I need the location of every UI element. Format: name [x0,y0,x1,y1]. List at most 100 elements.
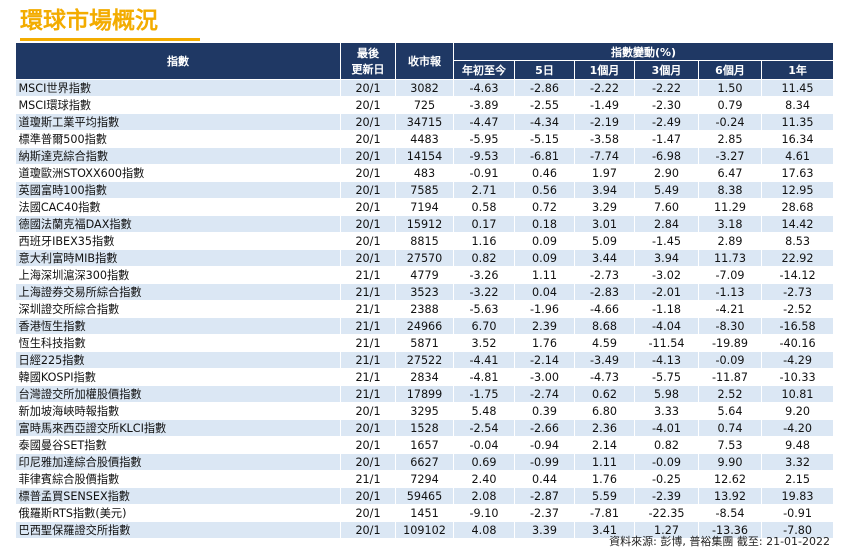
change-1y-cell: -16.58 [761,317,835,335]
change-6m-cell: -3.27 [698,147,762,165]
index-name-cell: MSCI環球指數 [15,96,341,114]
change-1y-cell: -10.33 [761,368,835,386]
close-value-cell: 7294 [395,470,454,488]
change-3m-cell: -0.09 [634,453,699,471]
change-1m-cell: 5.59 [574,487,635,505]
change-ytd-cell: 3.52 [453,334,515,352]
table-row: 意大利富時MIB指數 20/1 27570 0.82 0.09 3.44 3.94 11.73… [15,249,835,267]
update-date-cell: 20/1 [340,249,396,267]
change-3m-cell: -2.01 [634,283,699,301]
change-6m-cell: -11.87 [698,368,762,386]
change-1y-cell: 16.34 [761,130,835,148]
table-row: 西班牙IBEX35指數 20/1 8815 1.16 0.09 5.09 -1.45 2.89… [15,232,835,250]
change-5d-cell: 0.18 [514,215,575,233]
update-date-cell: 20/1 [340,198,396,216]
change-6m-cell: -0.24 [698,113,762,131]
table-row: 上海深圳滬深300指數 21/1 4779 -3.26 1.11 -2.73 -3.02 -7… [15,266,835,284]
index-name-cell: 巴西聖保羅證交所指數 [15,521,341,539]
close-value-cell: 17899 [395,385,454,403]
change-3m-cell: -2.30 [634,96,699,114]
change-5d-cell: -2.55 [514,96,575,114]
change-1y-cell: 22.92 [761,249,835,267]
change-1m-cell: -7.81 [574,504,635,522]
update-date-cell: 20/1 [340,232,396,250]
change-1y-cell: -7.80 [761,521,835,539]
close-value-cell: 2388 [395,300,454,318]
close-value-cell: 34715 [395,113,454,131]
change-1y-cell: 9.48 [761,436,835,454]
change-6m-cell: -8.54 [698,504,762,522]
change-3m-cell: 0.82 [634,436,699,454]
change-1m-cell: -7.74 [574,147,635,165]
index-name-cell: 日經225指數 [15,351,341,369]
change-3m-cell: 3.94 [634,249,699,267]
change-6m-cell: 9.90 [698,453,762,471]
update-date-cell: 21/1 [340,334,396,352]
update-date-cell: 20/1 [340,402,396,420]
update-date-cell: 20/1 [340,436,396,454]
market-table: 指數 最後 更新日 收市報 指數變動(%) 年初至今 5日 1個月 3個月 6個… [15,42,835,539]
change-5d-cell: -0.99 [514,453,575,471]
change-5d-cell: -2.87 [514,487,575,505]
index-name-cell: 新加坡海峽時報指數 [15,402,341,420]
change-1y-cell: -14.12 [761,266,835,284]
index-name-cell: 恆生科技指數 [15,334,341,352]
change-6m-cell: 11.29 [698,198,762,216]
update-date-cell: 20/1 [340,419,396,437]
index-name-cell: 德國法蘭克福DAX指數 [15,215,341,233]
table-row: 台灣證交所加權股價指數 21/1 17899 -1.75 -2.74 0.62 5.98 2.… [15,385,835,403]
change-1y-cell: -2.52 [761,300,835,318]
change-6m-cell: -7.09 [698,266,762,284]
update-date-cell: 20/1 [340,79,396,97]
change-5d-cell: 0.44 [514,470,575,488]
change-1m-cell: 2.14 [574,436,635,454]
change-1y-cell: 3.32 [761,453,835,471]
change-6m-cell: 7.53 [698,436,762,454]
index-name-cell: 道瓊歐洲STOXX600指數 [15,164,341,182]
change-5d-cell: -0.94 [514,436,575,454]
close-value-cell: 483 [395,164,454,182]
index-name-cell: 上海證券交易所綜合指數 [15,283,341,301]
change-1m-cell: 3.94 [574,181,635,199]
index-name-cell: 英國富時100指數 [15,181,341,199]
change-ytd-cell: 0.58 [453,198,515,216]
change-6m-cell: 5.64 [698,402,762,420]
close-value-cell: 59465 [395,487,454,505]
change-1m-cell: -2.19 [574,113,635,131]
change-1y-cell: 14.42 [761,215,835,233]
index-name-cell: 韓國KOSPI指數 [15,368,341,386]
change-ytd-cell: -4.81 [453,368,515,386]
source-note: 資料來源: 彭博, 普裕集團 截至: 21-01-2022 [609,535,830,548]
update-date-cell: 20/1 [340,521,396,539]
change-ytd-cell: 2.40 [453,470,515,488]
close-value-cell: 27570 [395,249,454,267]
close-value-cell: 2834 [395,368,454,386]
index-name-cell: 標準普爾500指數 [15,130,341,148]
change-1y-cell: 11.45 [761,79,835,97]
table-row: 標普孟買SENSEX指數 20/1 59465 2.08 -2.87 5.59 -2.39 1… [15,487,835,505]
change-6m-cell: 2.52 [698,385,762,403]
change-1m-cell: 1.76 [574,470,635,488]
change-1y-cell: 11.35 [761,113,835,131]
change-1m-cell: -1.49 [574,96,635,114]
change-3m-cell: 7.60 [634,198,699,216]
change-ytd-cell: 0.17 [453,215,515,233]
change-1m-cell: 3.29 [574,198,635,216]
table-row: 標準普爾500指數 20/1 4483 -5.95 -5.15 -3.58 -1.47 2.8… [15,130,835,148]
change-3m-cell: -0.25 [634,470,699,488]
close-value-cell: 1657 [395,436,454,454]
change-1m-cell: 6.80 [574,402,635,420]
change-1y-cell: -40.16 [761,334,835,352]
index-name-cell: 台灣證交所加權股價指數 [15,385,341,403]
change-5d-cell: 3.39 [514,521,575,539]
change-ytd-cell: -9.10 [453,504,515,522]
header-last-update: 最後 更新日 [340,42,396,80]
change-1m-cell: -4.66 [574,300,635,318]
change-5d-cell: -2.37 [514,504,575,522]
update-date-cell: 20/1 [340,181,396,199]
update-date-cell: 20/1 [340,504,396,522]
table-row: 泰國曼谷SET指數 20/1 1657 -0.04 -0.94 2.14 0.82 7.53 9… [15,436,835,454]
change-1m-cell: -3.58 [574,130,635,148]
change-1m-cell: -4.73 [574,368,635,386]
table-row: 法國CAC40指數 20/1 7194 0.58 0.72 3.29 7.60 11.29 28… [15,198,835,216]
